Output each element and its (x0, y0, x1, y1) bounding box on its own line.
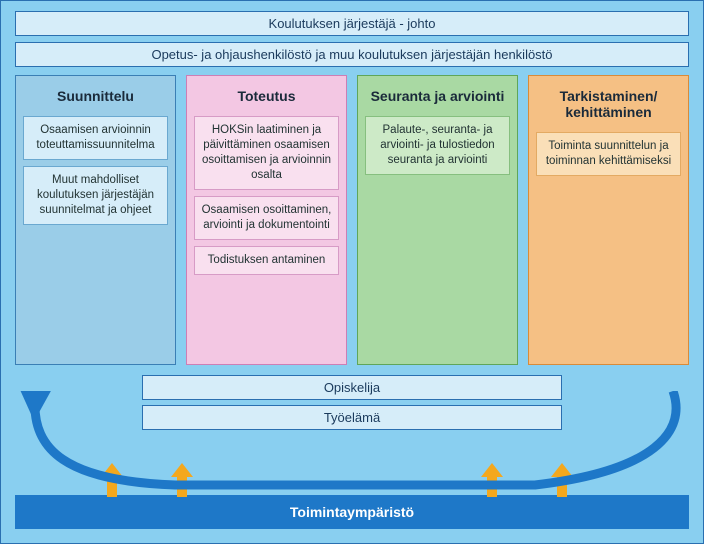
bottom-band: Toimintaympäristö (15, 495, 689, 529)
diagram-canvas: Koulutuksen järjestäjä - johto Opetus- j… (0, 0, 704, 544)
col-title: Tarkistaminen/ kehittäminen (536, 84, 681, 126)
cell: Muut mahdolliset koulutuksen järjes­täjä… (23, 166, 168, 225)
topbar-1: Koulutuksen järjestäjä - johto (15, 11, 689, 36)
cell: HOKSin laatiminen ja päivittäminen osaam… (194, 116, 339, 190)
up-arrow-icon (551, 463, 573, 497)
up-arrow-icon (171, 463, 193, 497)
up-arrow-icon (101, 463, 123, 497)
cell: Osaamisen osoitta­minen, arviointi ja do… (194, 196, 339, 240)
col-title: Toteutus (194, 84, 339, 110)
up-arrow-icon (481, 463, 503, 497)
cell: Todistuksen antaminen (194, 246, 339, 275)
topbar-2: Opetus- ja ohjaushenkilöstö ja muu koulu… (15, 42, 689, 67)
col-seuranta: Seuranta ja arviointi Palaute-, seuranta… (357, 75, 518, 365)
col-tarkistaminen: Tarkistaminen/ kehittäminen Toiminta suu… (528, 75, 689, 365)
midbar-tyoelama: Työelämä (142, 405, 562, 430)
cell: Toiminta suunnit­telun ja toiminnan kehi… (536, 132, 681, 176)
col-toteutus: Toteutus HOKSin laatiminen ja päivittämi… (186, 75, 347, 365)
columns-row: Suunnittelu Osaamisen arvioinnin toteutt… (15, 75, 689, 365)
cell: Osaamisen arvioinnin toteuttamis­suunnit… (23, 116, 168, 160)
col-title: Seuranta ja arviointi (365, 84, 510, 110)
midbar-opiskelija: Opiskelija (142, 375, 562, 400)
cell: Palaute-, seuranta- ja arviointi- ja tul… (365, 116, 510, 175)
col-suunnittelu: Suunnittelu Osaamisen arvioinnin toteutt… (15, 75, 176, 365)
col-title: Suunnittelu (23, 84, 168, 110)
midbars: Opiskelija Työelämä (142, 375, 562, 430)
